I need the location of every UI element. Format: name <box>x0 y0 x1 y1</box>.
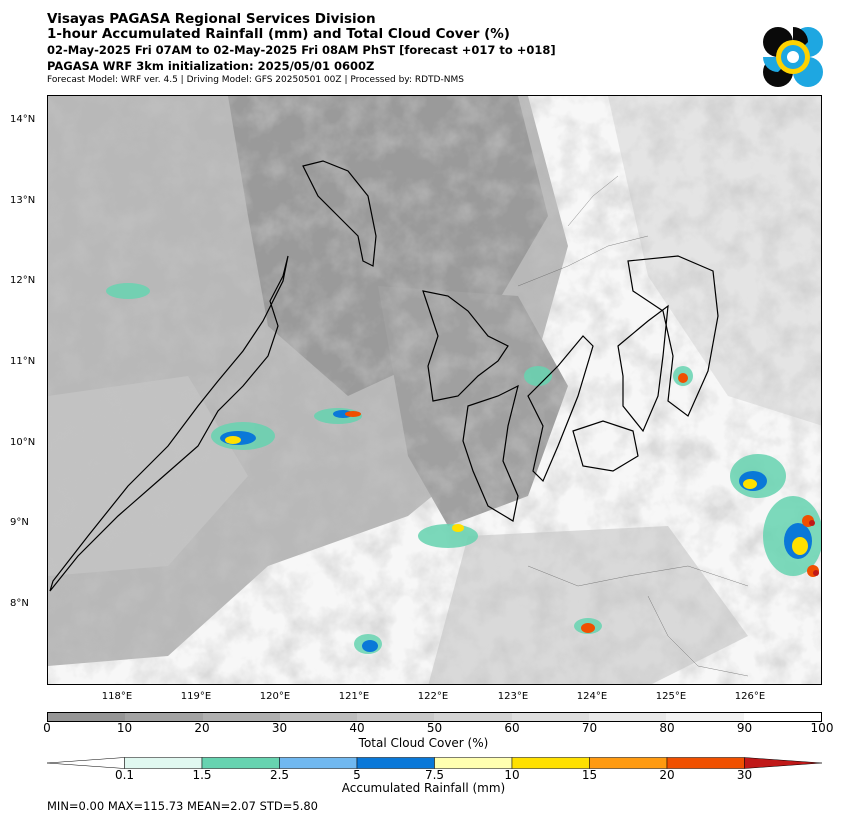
rain-tick: 30 <box>736 768 753 782</box>
rain-colorbar-segment <box>589 757 668 769</box>
rain-colorbar-segment <box>744 757 822 769</box>
cloud-tick: 0 <box>43 721 51 735</box>
admin-boundaries <box>517 175 749 677</box>
panay-coast <box>422 290 509 402</box>
rainfall-colorbar <box>47 757 822 769</box>
lat-label: 13°N <box>10 195 36 206</box>
leyte-coast <box>617 304 669 433</box>
rain-colorbar-segment <box>666 757 745 769</box>
rain-tick: 20 <box>659 768 675 782</box>
lat-label: 8°N <box>10 598 29 609</box>
lon-label: 121°E <box>338 691 370 702</box>
coastlines <box>49 160 719 592</box>
negros-coast <box>462 384 519 522</box>
rain-colorbar-segment <box>47 757 125 769</box>
cloud-tick: 60 <box>504 721 520 735</box>
lat-label: 14°N <box>10 114 36 125</box>
lon-label: 119°E <box>180 691 212 702</box>
rain-colorbar-segment <box>124 757 203 769</box>
map-title: Visayas PAGASA Regional Services Divisio… <box>47 11 376 27</box>
lat-label: 10°N <box>10 437 36 448</box>
lon-label: 118°E <box>101 691 133 702</box>
lon-label: 124°E <box>576 691 608 702</box>
palawan-coast <box>49 255 289 592</box>
cloud-tick: 100 <box>810 721 834 735</box>
lon-label: 125°E <box>655 691 687 702</box>
cloud-tick: 80 <box>659 721 675 735</box>
rain-tick: 15 <box>581 768 598 782</box>
map-subtitle: 1-hour Accumulated Rainfall (mm) and Tot… <box>47 26 510 42</box>
rain-tick: 7.5 <box>424 768 445 782</box>
cloud-tick: 90 <box>736 721 753 735</box>
mindoro-coast <box>302 160 377 267</box>
pagasa-logo-icon <box>763 27 823 87</box>
rain-tick: 5 <box>353 768 361 782</box>
model-info: Forecast Model: WRF ver. 4.5 | Driving M… <box>47 75 464 85</box>
cloud-colorbar-segment <box>511 713 590 721</box>
rain-colorbar-segment <box>434 757 513 769</box>
cloud-tick: 30 <box>271 721 288 735</box>
rainfall-stats: MIN=0.00 MAX=115.73 MEAN=2.07 STD=5.80 <box>47 799 318 813</box>
cloud-tick: 20 <box>194 721 210 735</box>
cloud-colorbar-segment <box>202 713 280 721</box>
lat-label: 9°N <box>10 517 29 528</box>
rainfall-label: Accumulated Rainfall (mm) <box>341 781 506 795</box>
cloud-colorbar-segment <box>434 713 512 721</box>
rain-colorbar-segment <box>356 757 435 769</box>
rainfall-layer <box>106 283 821 654</box>
cloud-colorbar-segment <box>48 713 126 721</box>
cloud-tick: 50 <box>426 721 443 735</box>
cloud-cover-label: Total Cloud Cover (%) <box>358 736 489 750</box>
rain-tick: 10 <box>504 768 520 782</box>
init-time: PAGASA WRF 3km initialization: 2025/05/0… <box>47 59 375 73</box>
cloud-colorbar-segment <box>279 713 358 721</box>
rain-colorbar-segment <box>279 757 358 769</box>
cloud-colorbar-segment <box>743 713 821 721</box>
rain-tick: 2.5 <box>269 768 290 782</box>
lat-label: 11°N <box>10 356 36 367</box>
rain-colorbar-segment <box>201 757 280 769</box>
lon-label: 126°E <box>734 691 766 702</box>
valid-time: 02-May-2025 Fri 07AM to 02-May-2025 Fri … <box>47 43 556 57</box>
rain-colorbar-segment <box>511 757 590 769</box>
cloud-tick: 40 <box>349 721 365 735</box>
samar-coast <box>627 255 719 417</box>
lat-label: 12°N <box>10 275 36 286</box>
cloud-cover-colorbar <box>47 712 822 722</box>
cloud-colorbar-segment <box>666 713 744 721</box>
cebu-coast <box>527 335 594 483</box>
lon-label: 122°E <box>417 691 449 702</box>
cloud-colorbar-segment <box>589 713 667 721</box>
rain-tick: 1.5 <box>192 768 212 782</box>
bohol-coast <box>572 420 639 472</box>
cloud-colorbar-segment <box>357 713 435 721</box>
lon-label: 123°E <box>497 691 529 702</box>
cloud-tick: 10 <box>116 721 133 735</box>
forecast-map <box>47 95 822 685</box>
cloud-tick: 70 <box>581 721 598 735</box>
cloud-colorbar-segment <box>125 713 203 721</box>
lon-label: 120°E <box>259 691 291 702</box>
rain-tick: 0.1 <box>114 768 135 782</box>
cloud-cover-layer <box>48 96 821 684</box>
